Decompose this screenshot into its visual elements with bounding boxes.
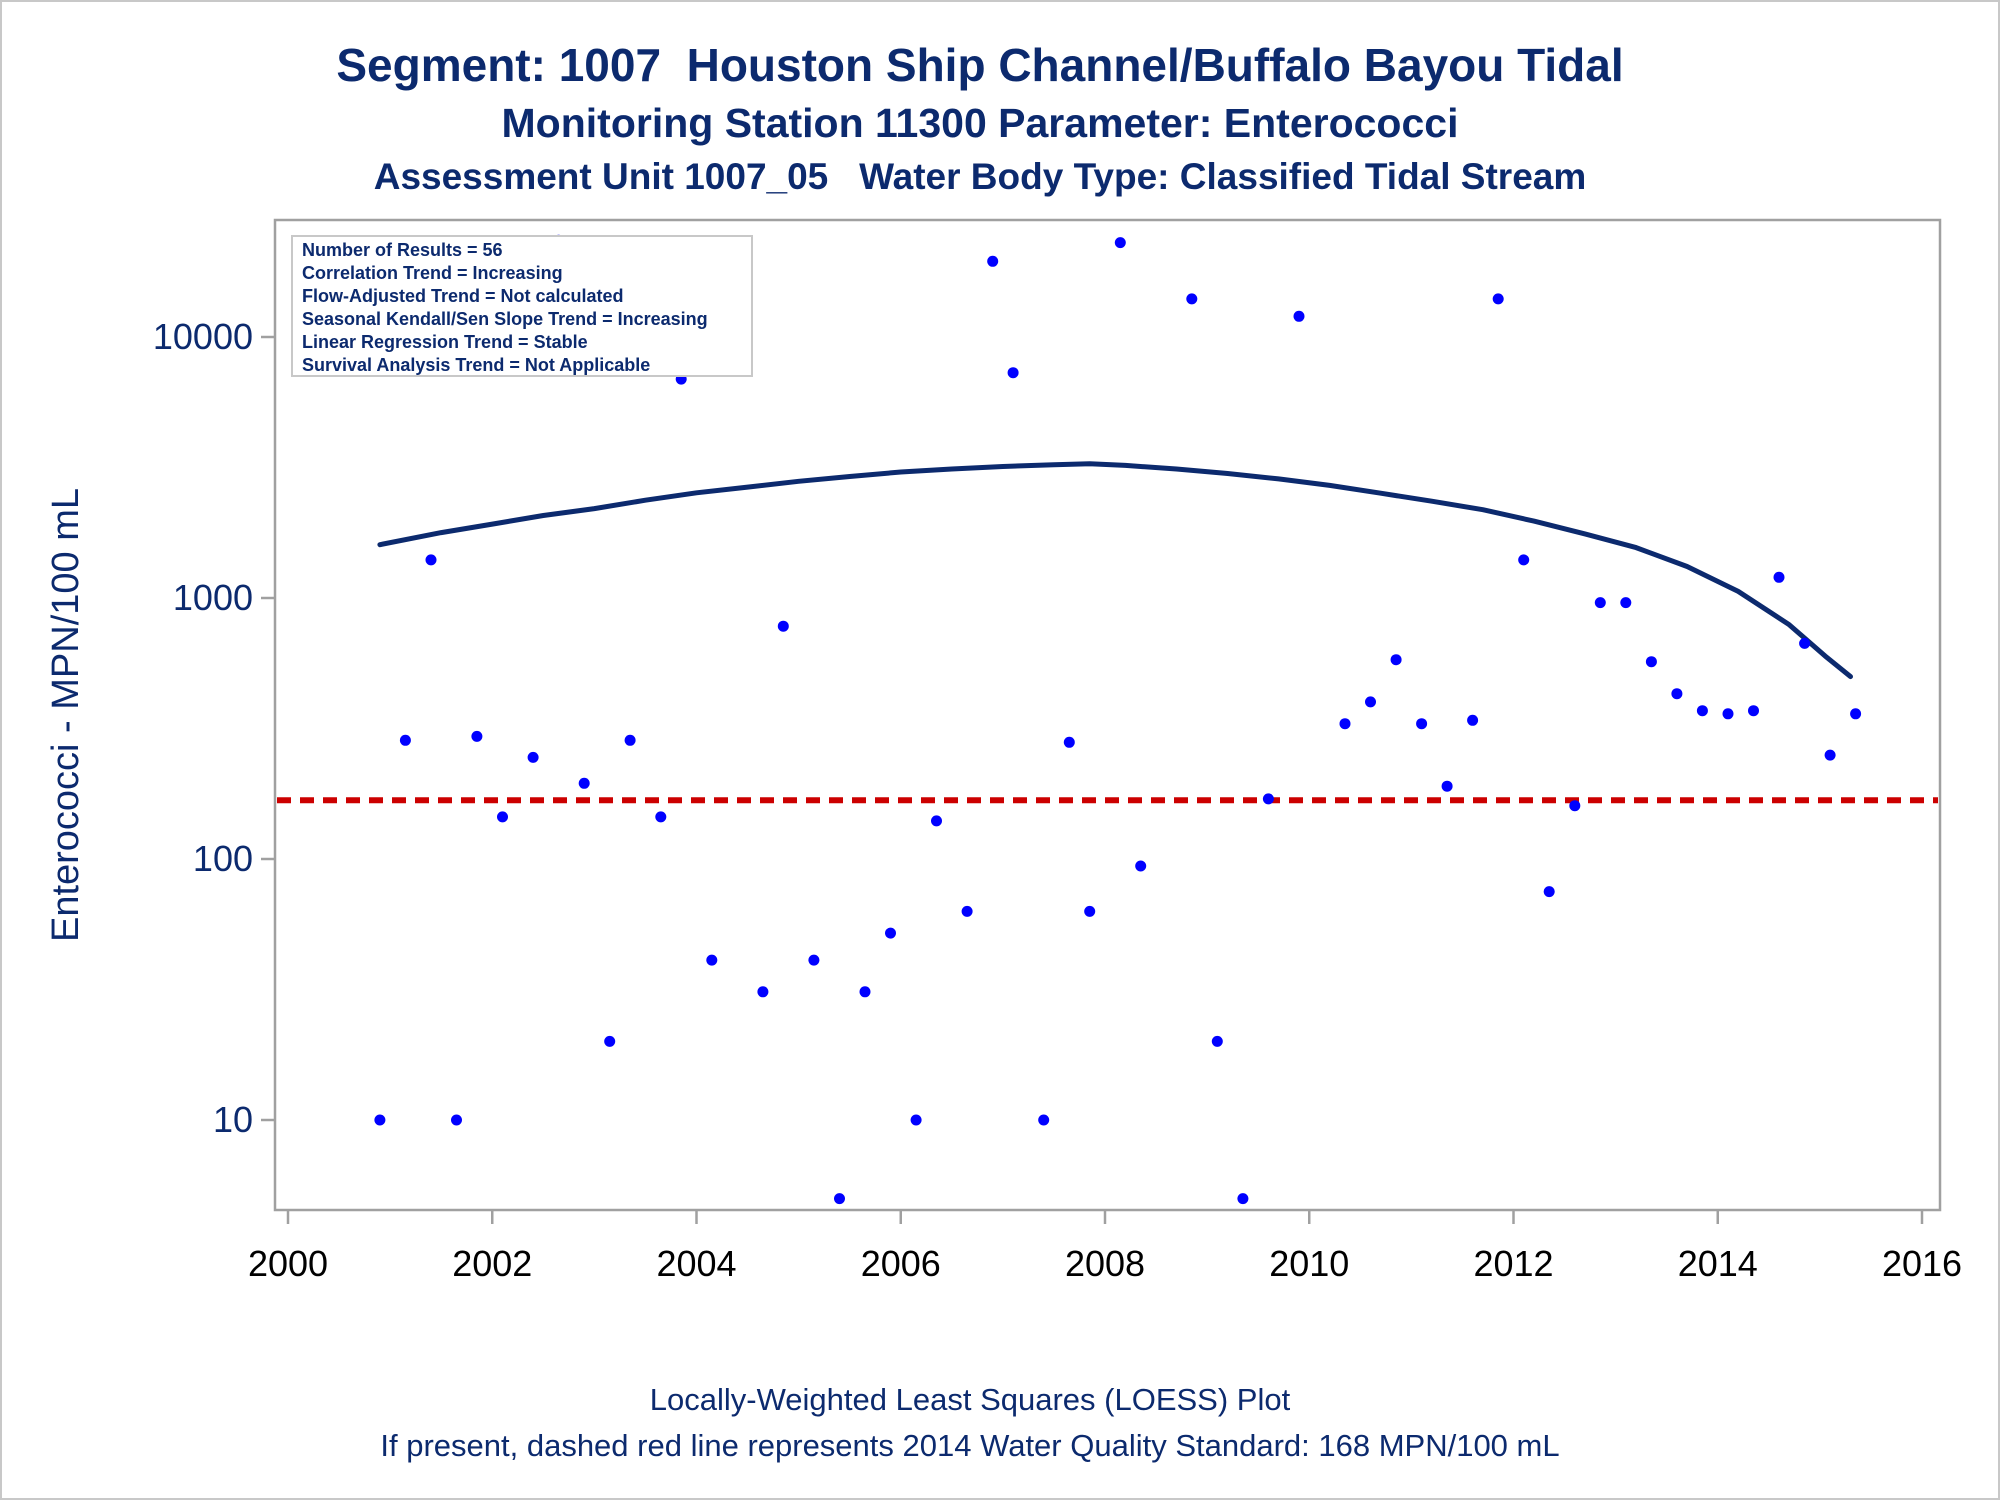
x-tick-label: 2014: [1678, 1243, 1758, 1284]
plot-area-border: [273, 218, 1942, 1212]
loess-curve: [377, 461, 1853, 680]
data-point: [1824, 749, 1836, 761]
data-point: [910, 1114, 922, 1126]
stats-box-line: Number of Results = 56: [302, 240, 503, 260]
data-point: [1492, 293, 1504, 305]
data-point: [1293, 310, 1305, 322]
data-point: [1038, 1114, 1050, 1126]
y-tick-label: 10: [213, 1099, 253, 1140]
y-axis-label: Enterococci - MPN/100 mL: [45, 488, 87, 942]
data-point: [655, 811, 667, 823]
loess-layer: [377, 461, 1853, 680]
data-point: [1799, 637, 1811, 649]
data-point: [1114, 237, 1126, 249]
data-point: [624, 734, 636, 746]
data-point: [578, 777, 590, 789]
data-point: [399, 734, 411, 746]
footnote-standard: If present, dashed red line represents 2…: [380, 1428, 1560, 1463]
data-point: [885, 927, 896, 939]
data-point: [757, 986, 769, 998]
y-tick-label: 10000: [153, 316, 253, 357]
y-tick-label: 100: [193, 838, 253, 879]
data-point: [1135, 860, 1147, 872]
data-point: [604, 1035, 616, 1047]
x-tick-label: 2012: [1473, 1243, 1553, 1284]
data-point: [1084, 905, 1096, 917]
data-point: [1467, 714, 1479, 726]
data-point: [1748, 705, 1759, 717]
chart-title: Segment: 1007 Houston Ship Channel/Buffa…: [336, 39, 1624, 91]
stats-box-line: Correlation Trend = Increasing: [302, 263, 563, 283]
data-point: [471, 730, 483, 742]
chart-subtitle-station: Monitoring Station 11300 Parameter: Ente…: [501, 100, 1459, 146]
data-point: [808, 954, 820, 966]
data-point: [777, 620, 789, 632]
data-point: [1543, 886, 1555, 898]
data-point: [1518, 554, 1530, 566]
data-point: [834, 1193, 845, 1205]
data-point: [1390, 654, 1402, 666]
stats-box-border: [291, 235, 753, 377]
data-point: [859, 986, 871, 998]
data-point: [706, 954, 718, 966]
stats-box-line: Linear Regression Trend = Stable: [302, 332, 588, 352]
data-point: [1186, 293, 1198, 305]
data-point: [1594, 597, 1606, 609]
x-tick-label: 2008: [1065, 1243, 1145, 1284]
footnote-plot-type: Locally-Weighted Least Squares (LOESS) P…: [649, 1382, 1291, 1417]
axes: 10 100 1000 10000 2000 2002 2004 2006 2008 2010 20…: [45, 218, 1962, 1284]
data-point: [1696, 705, 1708, 717]
data-point: [1671, 688, 1683, 700]
data-point: [1063, 736, 1075, 748]
data-point: [1569, 800, 1581, 812]
data-point: [1416, 718, 1428, 730]
x-tick-label: 2000: [248, 1243, 328, 1284]
data-point: [497, 811, 508, 823]
data-point: [425, 554, 437, 566]
stats-box-line: Flow-Adjusted Trend = Not calculated: [302, 286, 624, 306]
x-tick-label: 2010: [1269, 1243, 1349, 1284]
data-point: [1007, 367, 1019, 379]
data-point: [1850, 708, 1862, 720]
data-point: [961, 905, 973, 917]
data-point: [1773, 571, 1785, 583]
x-tick-label: 2002: [452, 1243, 532, 1284]
data-point: [1211, 1035, 1223, 1047]
chart-subtitle-assessment: Assessment Unit 1007_05 Water Body Type:…: [373, 156, 1587, 197]
x-tick-label: 2004: [656, 1243, 736, 1284]
stats-box: Number of Results = 56 Correlation Trend …: [291, 235, 753, 377]
data-point: [1339, 718, 1351, 730]
y-tick-label: 1000: [173, 577, 253, 618]
data-point: [1620, 597, 1632, 609]
data-point: [1365, 696, 1376, 708]
data-point: [374, 1114, 386, 1126]
x-tick-label: 2016: [1882, 1243, 1962, 1284]
data-point: [1441, 780, 1453, 792]
stats-box-line: Seasonal Kendall/Sen Slope Trend = Incre…: [302, 309, 708, 329]
data-point: [1237, 1193, 1249, 1205]
data-point: [1645, 656, 1657, 668]
data-point: [931, 815, 942, 827]
x-tick-label: 2006: [861, 1243, 941, 1284]
data-point: [1262, 793, 1274, 805]
data-point: [527, 751, 539, 763]
stats-box-line: Survival Analysis Trend = Not Applicable: [302, 355, 650, 375]
data-point: [987, 255, 999, 267]
data-points: [374, 234, 1862, 1205]
data-point: [451, 1114, 462, 1126]
data-point: [1722, 708, 1734, 720]
